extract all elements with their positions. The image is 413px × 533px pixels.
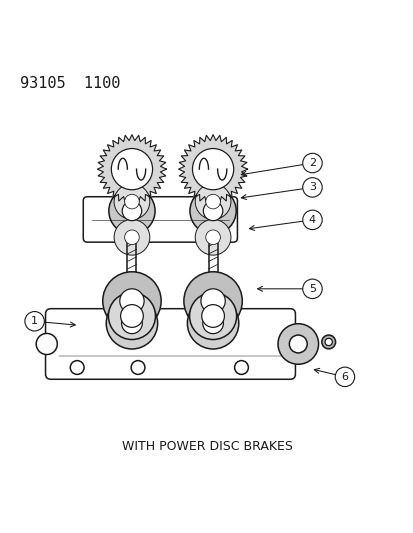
- Text: 6: 6: [341, 372, 348, 382]
- Circle shape: [70, 361, 84, 374]
- Circle shape: [114, 220, 150, 255]
- Circle shape: [335, 367, 354, 386]
- Circle shape: [195, 184, 230, 220]
- Circle shape: [302, 177, 321, 197]
- Circle shape: [195, 220, 230, 255]
- Circle shape: [277, 324, 318, 364]
- Circle shape: [203, 201, 222, 221]
- Circle shape: [189, 293, 236, 340]
- Circle shape: [119, 289, 144, 313]
- Circle shape: [183, 272, 242, 330]
- Circle shape: [200, 289, 225, 313]
- Circle shape: [190, 188, 236, 234]
- Circle shape: [124, 195, 139, 209]
- FancyBboxPatch shape: [83, 197, 237, 242]
- Circle shape: [321, 335, 335, 349]
- Circle shape: [122, 201, 141, 221]
- Circle shape: [121, 313, 142, 334]
- Circle shape: [109, 188, 155, 234]
- Circle shape: [192, 149, 233, 190]
- Text: WITH POWER DISC BRAKES: WITH POWER DISC BRAKES: [121, 440, 292, 453]
- Circle shape: [124, 230, 139, 245]
- Circle shape: [120, 305, 143, 327]
- Circle shape: [289, 335, 306, 353]
- Circle shape: [187, 297, 238, 349]
- Circle shape: [106, 297, 157, 349]
- Circle shape: [111, 149, 152, 190]
- Circle shape: [302, 210, 321, 230]
- Circle shape: [324, 338, 332, 345]
- Circle shape: [234, 361, 248, 374]
- Circle shape: [205, 195, 220, 209]
- Text: 4: 4: [308, 215, 315, 225]
- Circle shape: [36, 334, 57, 354]
- Polygon shape: [97, 135, 166, 204]
- Text: 1: 1: [31, 316, 38, 326]
- Text: 93105  1100: 93105 1100: [20, 76, 121, 91]
- Circle shape: [201, 305, 224, 327]
- Circle shape: [205, 230, 220, 245]
- Text: 5: 5: [308, 284, 315, 294]
- Circle shape: [108, 293, 155, 340]
- Circle shape: [114, 184, 150, 220]
- Circle shape: [202, 313, 223, 334]
- Circle shape: [131, 361, 145, 374]
- Circle shape: [102, 272, 161, 330]
- Circle shape: [302, 279, 321, 298]
- Circle shape: [302, 154, 321, 173]
- Polygon shape: [178, 135, 247, 204]
- Text: 3: 3: [308, 182, 315, 192]
- Text: 2: 2: [308, 158, 315, 168]
- Circle shape: [25, 311, 44, 331]
- FancyBboxPatch shape: [45, 309, 295, 379]
